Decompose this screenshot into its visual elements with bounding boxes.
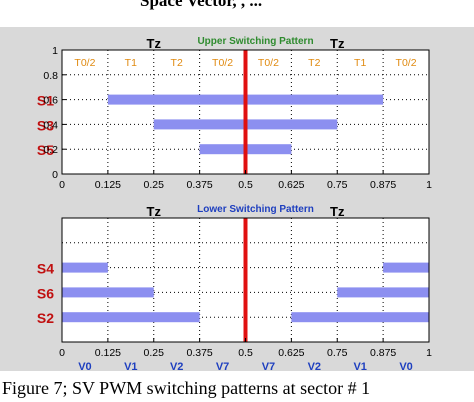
vector-label: V2: [308, 361, 321, 373]
upper-x-tick-label: 0.125: [95, 179, 121, 191]
segment-label: T0/2: [212, 57, 233, 69]
clipped-top-heading-text: Space Vector, , ...: [140, 0, 263, 10]
vector-label: V1: [353, 361, 366, 373]
upper-x-tick-label: 1: [426, 179, 432, 191]
upper-x-tick-label: 0.625: [278, 179, 304, 191]
upper-tz-label: Tz: [330, 36, 345, 51]
lower-x-tick-label: 0.375: [186, 347, 212, 359]
lower-plot: S4 S6 S2 0 0.125 0.25 0.375 0.5 0.625 0.75 0.875 1 L…: [37, 204, 432, 373]
segment-label: T0/2: [74, 57, 95, 69]
upper-x-tick-label: 0.75: [327, 179, 348, 191]
upper-y-tick-label: 0.8: [43, 70, 58, 82]
upper-tz-label: Tz: [147, 36, 162, 51]
segment-label: T2: [308, 57, 320, 69]
upper-x-tick-label: 0.375: [186, 179, 212, 191]
bar-s4: [383, 262, 429, 273]
lower-title: Lower Switching Pattern: [197, 204, 314, 215]
vector-label: V0: [78, 361, 91, 373]
switch-label-s2: S2: [37, 310, 54, 326]
switch-label-s5: S5: [37, 142, 54, 158]
bar-s4: [62, 262, 108, 273]
upper-y-tick-label: 0.4: [43, 119, 58, 131]
vector-label: V1: [124, 361, 137, 373]
figure-caption: Figure 7; SV PWM switching patterns at s…: [2, 378, 371, 398]
bar-s2: [291, 312, 429, 323]
bar-s2: [62, 312, 200, 323]
bar-s6: [62, 287, 154, 298]
upper-y-tick-label: 0.2: [43, 144, 58, 156]
lower-x-tick-label: 0.625: [278, 347, 304, 359]
vector-label: V2: [170, 361, 183, 373]
switch-label-s4: S4: [37, 261, 54, 277]
lower-x-tick-label: 0.25: [144, 347, 165, 359]
vector-label: V7: [262, 361, 275, 373]
lower-x-tick-label: 0: [59, 347, 65, 359]
switch-label-s1: S1: [37, 93, 54, 109]
upper-x-tick-label: 0: [59, 179, 65, 191]
switch-label-s3: S3: [37, 117, 54, 133]
lower-x-tick-label: 0.75: [327, 347, 348, 359]
upper-x-tick-label: 0.25: [144, 179, 165, 191]
upper-y-tick-label: 0: [52, 169, 58, 181]
segment-label: T0/2: [258, 57, 279, 69]
vector-label: V0: [399, 361, 412, 373]
segment-label: T1: [354, 57, 366, 69]
bar-s6: [337, 287, 429, 298]
lower-tz-label: Tz: [147, 204, 162, 219]
lower-x-tick-label: 0.875: [370, 347, 396, 359]
upper-y-tick-label: 1: [52, 45, 58, 57]
lower-x-tick-label: 0.5: [238, 347, 253, 359]
lower-x-tick-label: 1: [426, 347, 432, 359]
switch-label-s6: S6: [37, 285, 54, 301]
lower-x-tick-label: 0.125: [95, 347, 121, 359]
segment-label: T2: [171, 57, 183, 69]
clipped-top-heading: Space Vector, , ...: [0, 0, 474, 22]
upper-plot: S1 S3 S5 0 0.125 0.25 0.375 0.5 0.625 0.75 0.875 1 0…: [37, 36, 432, 191]
upper-x-tick-label: 0.875: [370, 179, 396, 191]
segment-label: T1: [125, 57, 137, 69]
upper-title: Upper Switching Pattern: [197, 36, 313, 47]
upper-y-tick-label: 0.6: [43, 95, 58, 107]
segment-label: T0/2: [396, 57, 417, 69]
lower-tz-label: Tz: [330, 204, 345, 219]
vector-label: V7: [216, 361, 229, 373]
upper-x-tick-label: 0.5: [238, 179, 253, 191]
